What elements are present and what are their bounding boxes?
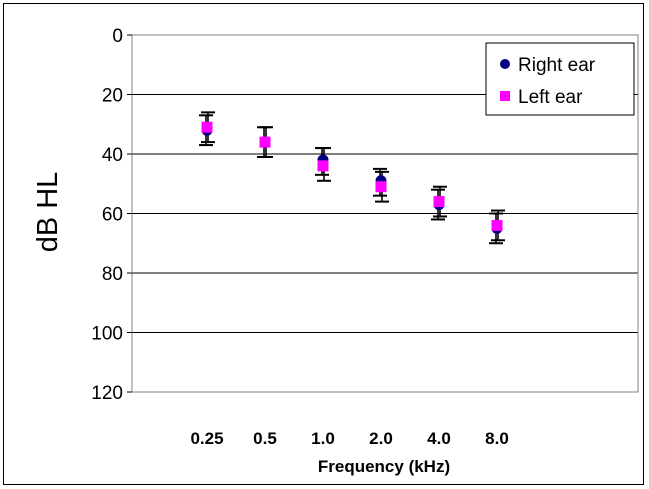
point-left-ear-0.25 [201,121,213,133]
point-left-ear-8.0 [491,219,503,231]
error-bars [199,111,505,245]
point-left-ear-2.0 [375,181,387,193]
x-tick-label-8.0: 8.0 [485,429,509,448]
y-tick-label-20: 20 [102,86,123,107]
y-tick-label-0: 0 [112,26,123,47]
y-tick-label-120: 120 [91,383,123,404]
x-axis-ticks: 0.25 0.5 1.0 2.0 4.0 8.0 [190,429,508,448]
point-left-ear-1.0 [317,160,329,172]
data-markers [201,121,503,234]
point-left-ear-0.5 [259,136,271,148]
y-axis-ticks: 0 20 40 60 80 100 120 [91,26,132,404]
x-tick-label-1.0: 1.0 [311,429,335,448]
legend: Right ear Left ear [485,42,635,116]
legend-box [485,42,635,116]
x-axis-label: Frequency (kHz) [318,457,450,476]
legend-right-ear-marker [500,59,510,69]
y-tick-label-40: 40 [102,145,123,166]
x-tick-label-2.0: 2.0 [369,429,393,448]
y-tick-label-100: 100 [91,324,123,345]
x-tick-label-4.0: 4.0 [427,429,451,448]
point-left-ear-4.0 [433,196,445,208]
y-tick-label-60: 60 [102,205,123,226]
x-tick-label-0.25: 0.25 [190,429,223,448]
y-tick-label-80: 80 [102,264,123,285]
x-tick-label-0.5: 0.5 [253,429,277,448]
legend-right-ear-label: Right ear [518,55,596,76]
legend-left-ear-marker [500,91,510,101]
legend-left-ear-label: Left ear [518,87,583,108]
y-axis-label: dB HL [32,172,64,253]
